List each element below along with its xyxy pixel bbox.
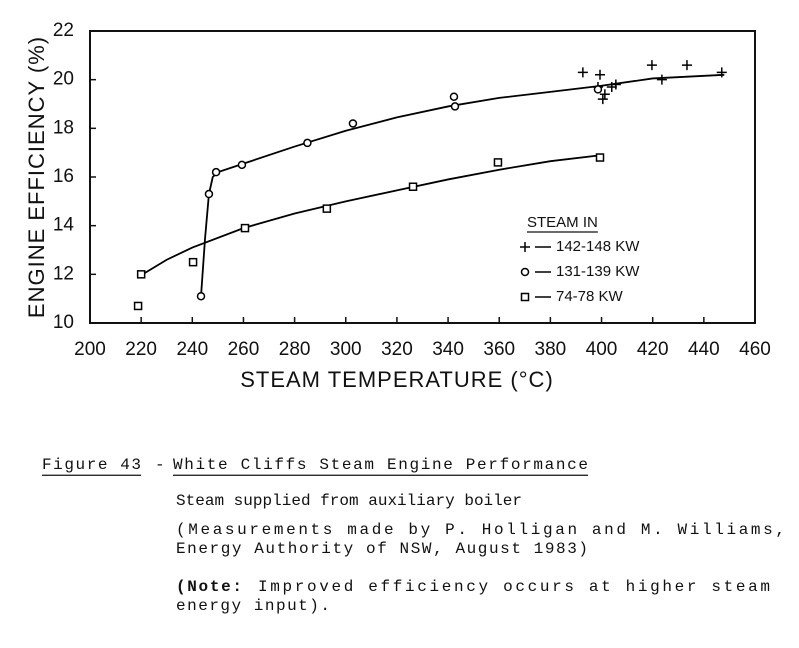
y-tick-label: 14 [53, 215, 75, 236]
x-tick-label: 300 [330, 339, 362, 360]
y-tick-label: 10 [53, 312, 74, 333]
x-tick-label: 320 [381, 339, 413, 360]
data-point [606, 81, 617, 92]
data-point [408, 182, 418, 191]
data-point [204, 189, 214, 199]
x-tick-label: 220 [125, 339, 157, 360]
y-tick-label: 20 [53, 69, 74, 90]
legend-label: 74-78 KW [556, 288, 624, 305]
data-point [681, 60, 692, 71]
data-point [133, 301, 143, 311]
data-point [593, 85, 603, 94]
data-point [595, 153, 605, 162]
caption-line: (Measurements made by P. Holligan and M.… [176, 521, 785, 539]
x-tick-label: 400 [586, 339, 618, 360]
data-point [597, 94, 608, 105]
data-point [595, 69, 606, 80]
legend-marker [520, 267, 530, 277]
data-point [136, 270, 146, 279]
x-tick-label: 420 [637, 339, 669, 360]
plot-frame [89, 30, 756, 324]
legend-label: 131-139 KW [556, 263, 640, 280]
data-point [188, 257, 198, 267]
caption-figure: Figure 43 [42, 456, 141, 474]
caption-dash: - [155, 456, 165, 474]
x-tick-label: 440 [688, 339, 720, 360]
legend-marker [520, 292, 530, 302]
data-point [303, 138, 312, 148]
caption-line: Energy Authority of NSW, August 1983) [176, 540, 588, 558]
data-point [196, 291, 206, 301]
x-tick-label: 240 [176, 339, 208, 360]
legend-marker [520, 242, 530, 252]
data-point [599, 89, 610, 100]
fit-curve [200, 73, 725, 297]
fit-curve [138, 154, 602, 278]
x-tick-label: 280 [279, 339, 311, 360]
data-point [322, 204, 332, 213]
x-axis-label: STEAM TEMPERATURE (°C) [240, 367, 554, 392]
data-point [450, 102, 460, 111]
x-tick-label: 460 [739, 339, 771, 360]
data-point [240, 223, 250, 233]
caption-note: Improved efficiency occurs at higher ste… [258, 578, 770, 596]
data-point [577, 67, 588, 78]
caption-note-label: (Note: [176, 578, 242, 596]
data-point [493, 158, 503, 167]
legend-label: 142-148 KW [556, 238, 640, 255]
data-point [449, 92, 459, 101]
x-tick-label: 360 [483, 339, 515, 360]
caption-title: White Cliffs Steam Engine Performance [173, 456, 588, 474]
data-point [610, 79, 621, 90]
y-tick-label: 18 [53, 117, 74, 138]
data-point [211, 167, 221, 177]
data-point [348, 119, 358, 128]
caption-line: Steam supplied from auxiliary boiler [176, 492, 522, 510]
x-tick-label: 380 [535, 339, 567, 360]
y-tick-label: 22 [53, 20, 74, 41]
data-point [716, 67, 727, 78]
y-axis-label: ENGINE EFFICIENCY (%) [24, 36, 49, 318]
x-tick-label: 340 [432, 339, 464, 360]
legend-title: STEAM IN [527, 214, 598, 231]
x-tick-label: 260 [228, 339, 260, 360]
y-tick-label: 12 [53, 263, 74, 284]
data-point [237, 160, 247, 170]
caption-note: energy input). [176, 597, 330, 615]
data-point [656, 74, 667, 85]
y-tick-label: 16 [53, 166, 74, 187]
x-tick-label: 200 [74, 339, 106, 360]
data-point [646, 60, 657, 71]
